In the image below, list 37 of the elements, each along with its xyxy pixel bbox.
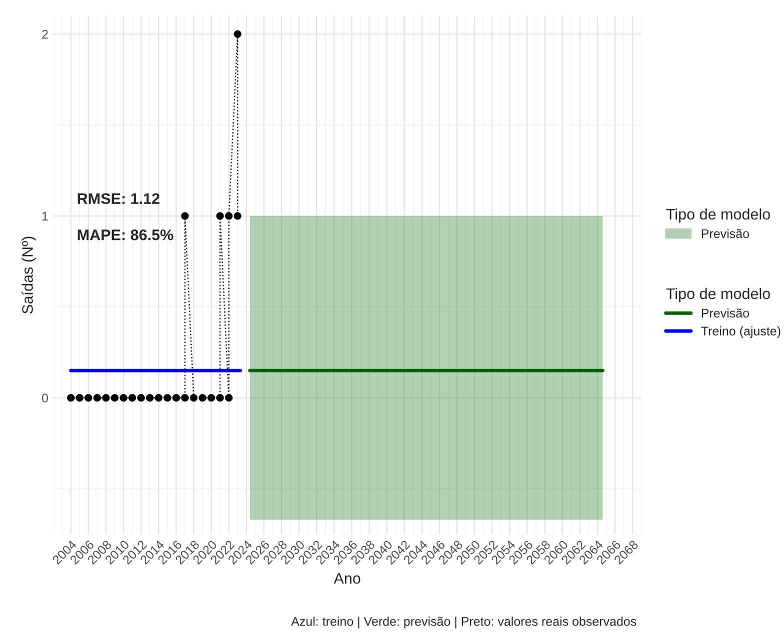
legend-title: Tipo de modelo — [666, 208, 770, 223]
point — [102, 394, 110, 402]
point — [128, 394, 136, 402]
point — [93, 394, 102, 402]
point — [164, 394, 172, 402]
legend-label: Previsão — [702, 308, 749, 318]
point — [225, 394, 233, 402]
text: Previsão — [702, 228, 749, 238]
point — [225, 212, 233, 220]
point — [67, 394, 75, 402]
point — [146, 394, 154, 402]
point — [110, 394, 119, 402]
point — [76, 394, 84, 402]
point — [207, 394, 216, 402]
text: Azul: treino | Verde: previsão | Preto: valores reais observados — [291, 616, 636, 628]
point — [234, 212, 242, 220]
x-axis-title: Ano — [334, 573, 360, 584]
annotation: MAPE: 86.5% — [78, 229, 174, 240]
point — [120, 394, 128, 402]
y-tick-label: 1 — [42, 212, 48, 220]
point — [234, 30, 242, 38]
point — [198, 394, 206, 402]
legend-label: Treino (ajuste) — [701, 326, 780, 338]
point — [181, 394, 189, 402]
y-tick-label: 2 — [42, 30, 48, 39]
y-axis-title: Saídas (Nº) — [22, 236, 36, 314]
text: Tipo de modelo — [666, 288, 770, 302]
point — [190, 394, 198, 402]
point — [181, 212, 189, 220]
y-tick-label: 0 — [42, 394, 48, 402]
point — [216, 212, 224, 220]
point — [84, 394, 92, 402]
point — [137, 394, 145, 402]
point — [216, 394, 224, 402]
point — [172, 394, 180, 402]
annotation: RMSE: 1.12 — [78, 193, 160, 204]
point — [154, 394, 162, 402]
